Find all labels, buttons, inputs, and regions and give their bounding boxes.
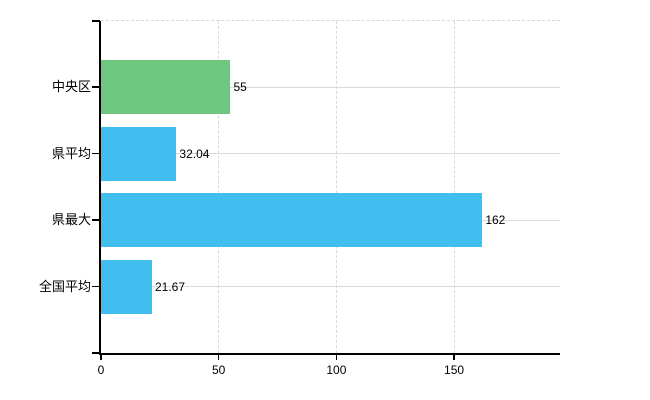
- bar: [101, 60, 231, 115]
- y-axis-label: 中央区: [51, 79, 91, 95]
- x-axis-tick: [100, 355, 102, 360]
- y-axis-tick: [92, 86, 100, 88]
- bar-value-label: 162: [485, 213, 506, 228]
- x-axis-tick-label: 100: [326, 363, 347, 377]
- x-axis-tick: [335, 355, 338, 360]
- bar-value-label: 32.04: [179, 146, 210, 161]
- y-axis-tick: [92, 152, 100, 155]
- bar: [101, 126, 177, 181]
- plot-top-gridline: [101, 20, 560, 21]
- y-axis-label: 県最大: [51, 212, 91, 228]
- bar: [101, 193, 483, 248]
- x-axis-tick-label: 150: [444, 363, 465, 377]
- y-axis-tick: [92, 20, 100, 22]
- x-axis-line: [99, 353, 560, 355]
- horizontal-gridline: [101, 153, 560, 155]
- y-axis-tick: [92, 352, 100, 354]
- y-axis-label: 県平均: [51, 145, 91, 161]
- bar-value-label: 55: [233, 80, 247, 95]
- x-axis-tick: [217, 355, 220, 360]
- y-axis-tick: [92, 219, 100, 221]
- bar: [101, 259, 152, 314]
- vertical-gridline: [335, 21, 337, 353]
- horizontal-gridline: [101, 286, 560, 288]
- y-axis-label: 全国平均: [38, 278, 91, 294]
- vertical-gridline: [453, 21, 455, 353]
- horizontal-gridline: [101, 86, 560, 88]
- x-axis-tick-label: 0: [97, 363, 105, 377]
- x-axis-tick: [453, 355, 455, 360]
- y-axis-tick: [92, 285, 100, 288]
- y-axis-line: [99, 21, 101, 355]
- bar-value-label: 21.67: [155, 279, 186, 294]
- vertical-gridline: [218, 21, 220, 353]
- x-axis-tick-label: 50: [212, 363, 226, 377]
